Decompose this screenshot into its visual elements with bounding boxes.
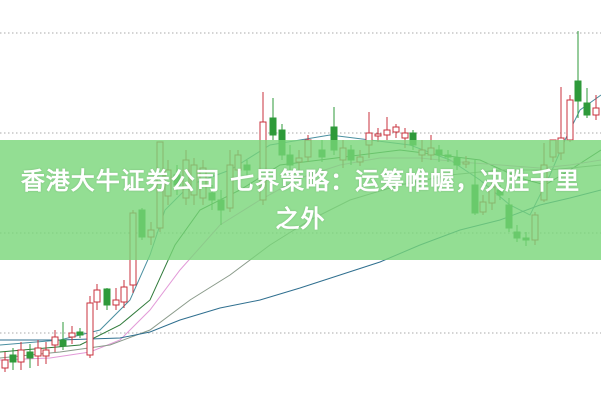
title-banner: 香港大牛证券公司 七界策略：运筹帷幄，决胜千里之外 [0, 140, 601, 260]
candle-down [583, 102, 591, 116]
candle-down [26, 351, 34, 359]
candle-up [86, 302, 94, 356]
candle-up [401, 132, 409, 139]
candle-up [51, 336, 59, 346]
candle-up [68, 332, 76, 338]
candle-up [93, 289, 101, 303]
candle-down [59, 339, 67, 347]
candle-up [566, 99, 574, 141]
candle-up [42, 349, 50, 357]
candle-down [76, 331, 84, 336]
candle-down [574, 80, 582, 102]
candle-up [374, 133, 382, 137]
candle-up [1, 359, 9, 369]
candle-down [103, 288, 111, 306]
candle-up [34, 347, 42, 357]
candle-down [9, 354, 17, 363]
candle-up [383, 129, 391, 136]
candle-up [120, 286, 128, 303]
article-title: 香港大牛证券公司 七界策略：运筹帷幄，决胜千里之外 [20, 167, 581, 233]
candle-up [112, 299, 120, 306]
candle-up [17, 349, 25, 363]
candle-up [592, 107, 600, 116]
candle-up [392, 126, 400, 133]
candle-down [269, 117, 277, 136]
